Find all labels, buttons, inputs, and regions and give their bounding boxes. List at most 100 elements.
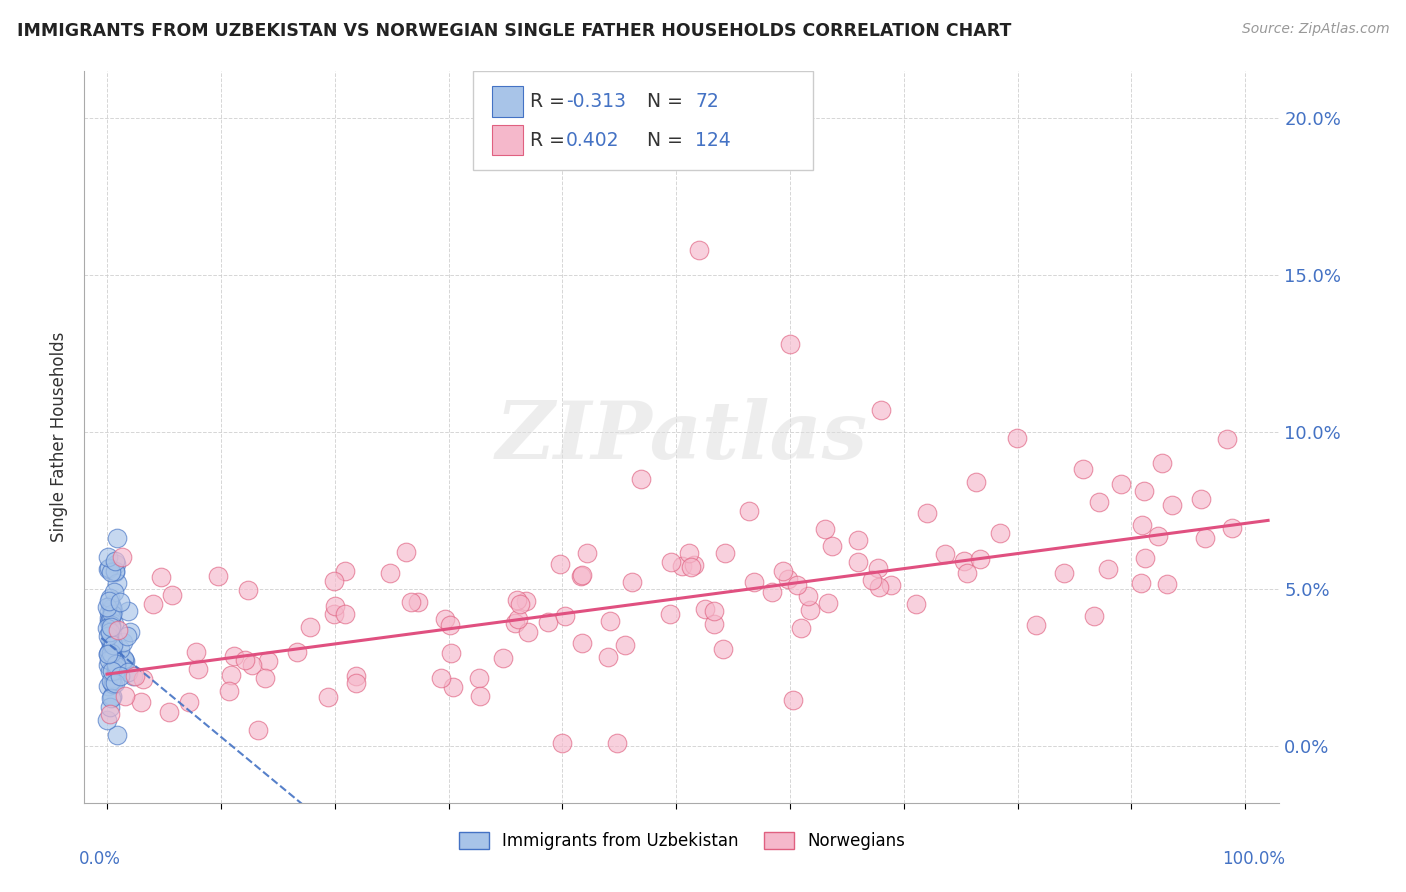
Point (108, 669, 131, 683)
Point (100, 601, 122, 615)
Point (112, 635, 135, 649)
Point (96, 599, 118, 614)
Point (797, 589, 820, 603)
Point (440, 646, 463, 660)
Point (915, 506, 938, 520)
Point (782, 693, 804, 707)
Point (776, 572, 799, 586)
Point (742, 574, 765, 589)
Point (433, 612, 456, 626)
Point (868, 561, 890, 575)
Point (101, 650, 124, 665)
Point (515, 593, 537, 607)
Point (969, 552, 991, 566)
Point (821, 539, 844, 553)
Point (100, 601, 122, 615)
Point (104, 657, 127, 671)
Point (614, 638, 637, 652)
Point (101, 677, 124, 691)
Point (97, 647, 120, 661)
Point (149, 570, 172, 584)
Point (103, 585, 125, 599)
Point (441, 680, 464, 694)
Point (97, 679, 120, 693)
Point (97, 562, 120, 576)
Text: 124: 124 (695, 130, 731, 150)
FancyBboxPatch shape (492, 125, 523, 155)
Point (101, 689, 124, 703)
Point (599, 614, 621, 628)
Point (98, 645, 121, 659)
Point (468, 689, 491, 703)
Point (97, 605, 120, 619)
Point (98, 614, 121, 628)
Point (394, 545, 416, 559)
Point (112, 652, 135, 666)
Point (596, 650, 619, 665)
Point (240, 657, 263, 672)
Point (509, 598, 531, 612)
Point (468, 671, 491, 685)
Point (569, 569, 592, 583)
Point (101, 664, 124, 678)
Point (97, 594, 120, 608)
Point (117, 604, 139, 618)
Point (187, 662, 209, 676)
Point (506, 593, 529, 607)
Point (222, 649, 245, 664)
Point (620, 574, 643, 589)
Point (129, 695, 152, 709)
Point (679, 560, 702, 574)
FancyBboxPatch shape (472, 71, 814, 170)
Point (333, 607, 356, 621)
Point (96, 713, 118, 727)
Point (100, 598, 122, 612)
Point (1194, 532, 1216, 546)
Point (571, 568, 593, 582)
Point (439, 618, 461, 632)
Point (107, 728, 129, 742)
Point (344, 669, 367, 683)
Point (571, 636, 593, 650)
Point (97, 647, 120, 661)
Point (97, 629, 120, 643)
Point (104, 566, 127, 580)
Point (1216, 432, 1239, 446)
Point (97, 611, 120, 625)
Point (98, 632, 121, 647)
Point (575, 546, 598, 560)
Point (1156, 577, 1178, 591)
Point (659, 554, 682, 568)
Point (678, 545, 700, 559)
Point (1005, 431, 1028, 445)
Point (101, 648, 124, 662)
Point (703, 604, 725, 618)
Point (934, 547, 956, 561)
Point (1097, 562, 1119, 576)
Point (1083, 609, 1105, 624)
Point (378, 566, 401, 581)
Point (316, 690, 339, 705)
Point (107, 623, 129, 637)
Point (1130, 576, 1153, 591)
Text: Source: ZipAtlas.com: Source: ZipAtlas.com (1241, 22, 1389, 37)
Point (177, 695, 200, 709)
Point (104, 664, 127, 678)
Point (118, 625, 141, 640)
Point (880, 578, 903, 592)
Point (103, 638, 125, 652)
Y-axis label: Single Father Households: Single Father Households (51, 332, 69, 542)
Text: N =: N = (636, 92, 689, 111)
Point (1161, 498, 1184, 512)
Point (114, 689, 136, 703)
Text: ZIPatlas: ZIPatlas (496, 399, 868, 475)
Point (105, 531, 128, 545)
Point (117, 665, 139, 680)
Point (846, 555, 869, 569)
Point (112, 653, 135, 667)
Point (115, 629, 138, 643)
Point (236, 583, 259, 598)
Point (105, 658, 128, 673)
Point (103, 617, 125, 632)
Point (97, 615, 120, 629)
